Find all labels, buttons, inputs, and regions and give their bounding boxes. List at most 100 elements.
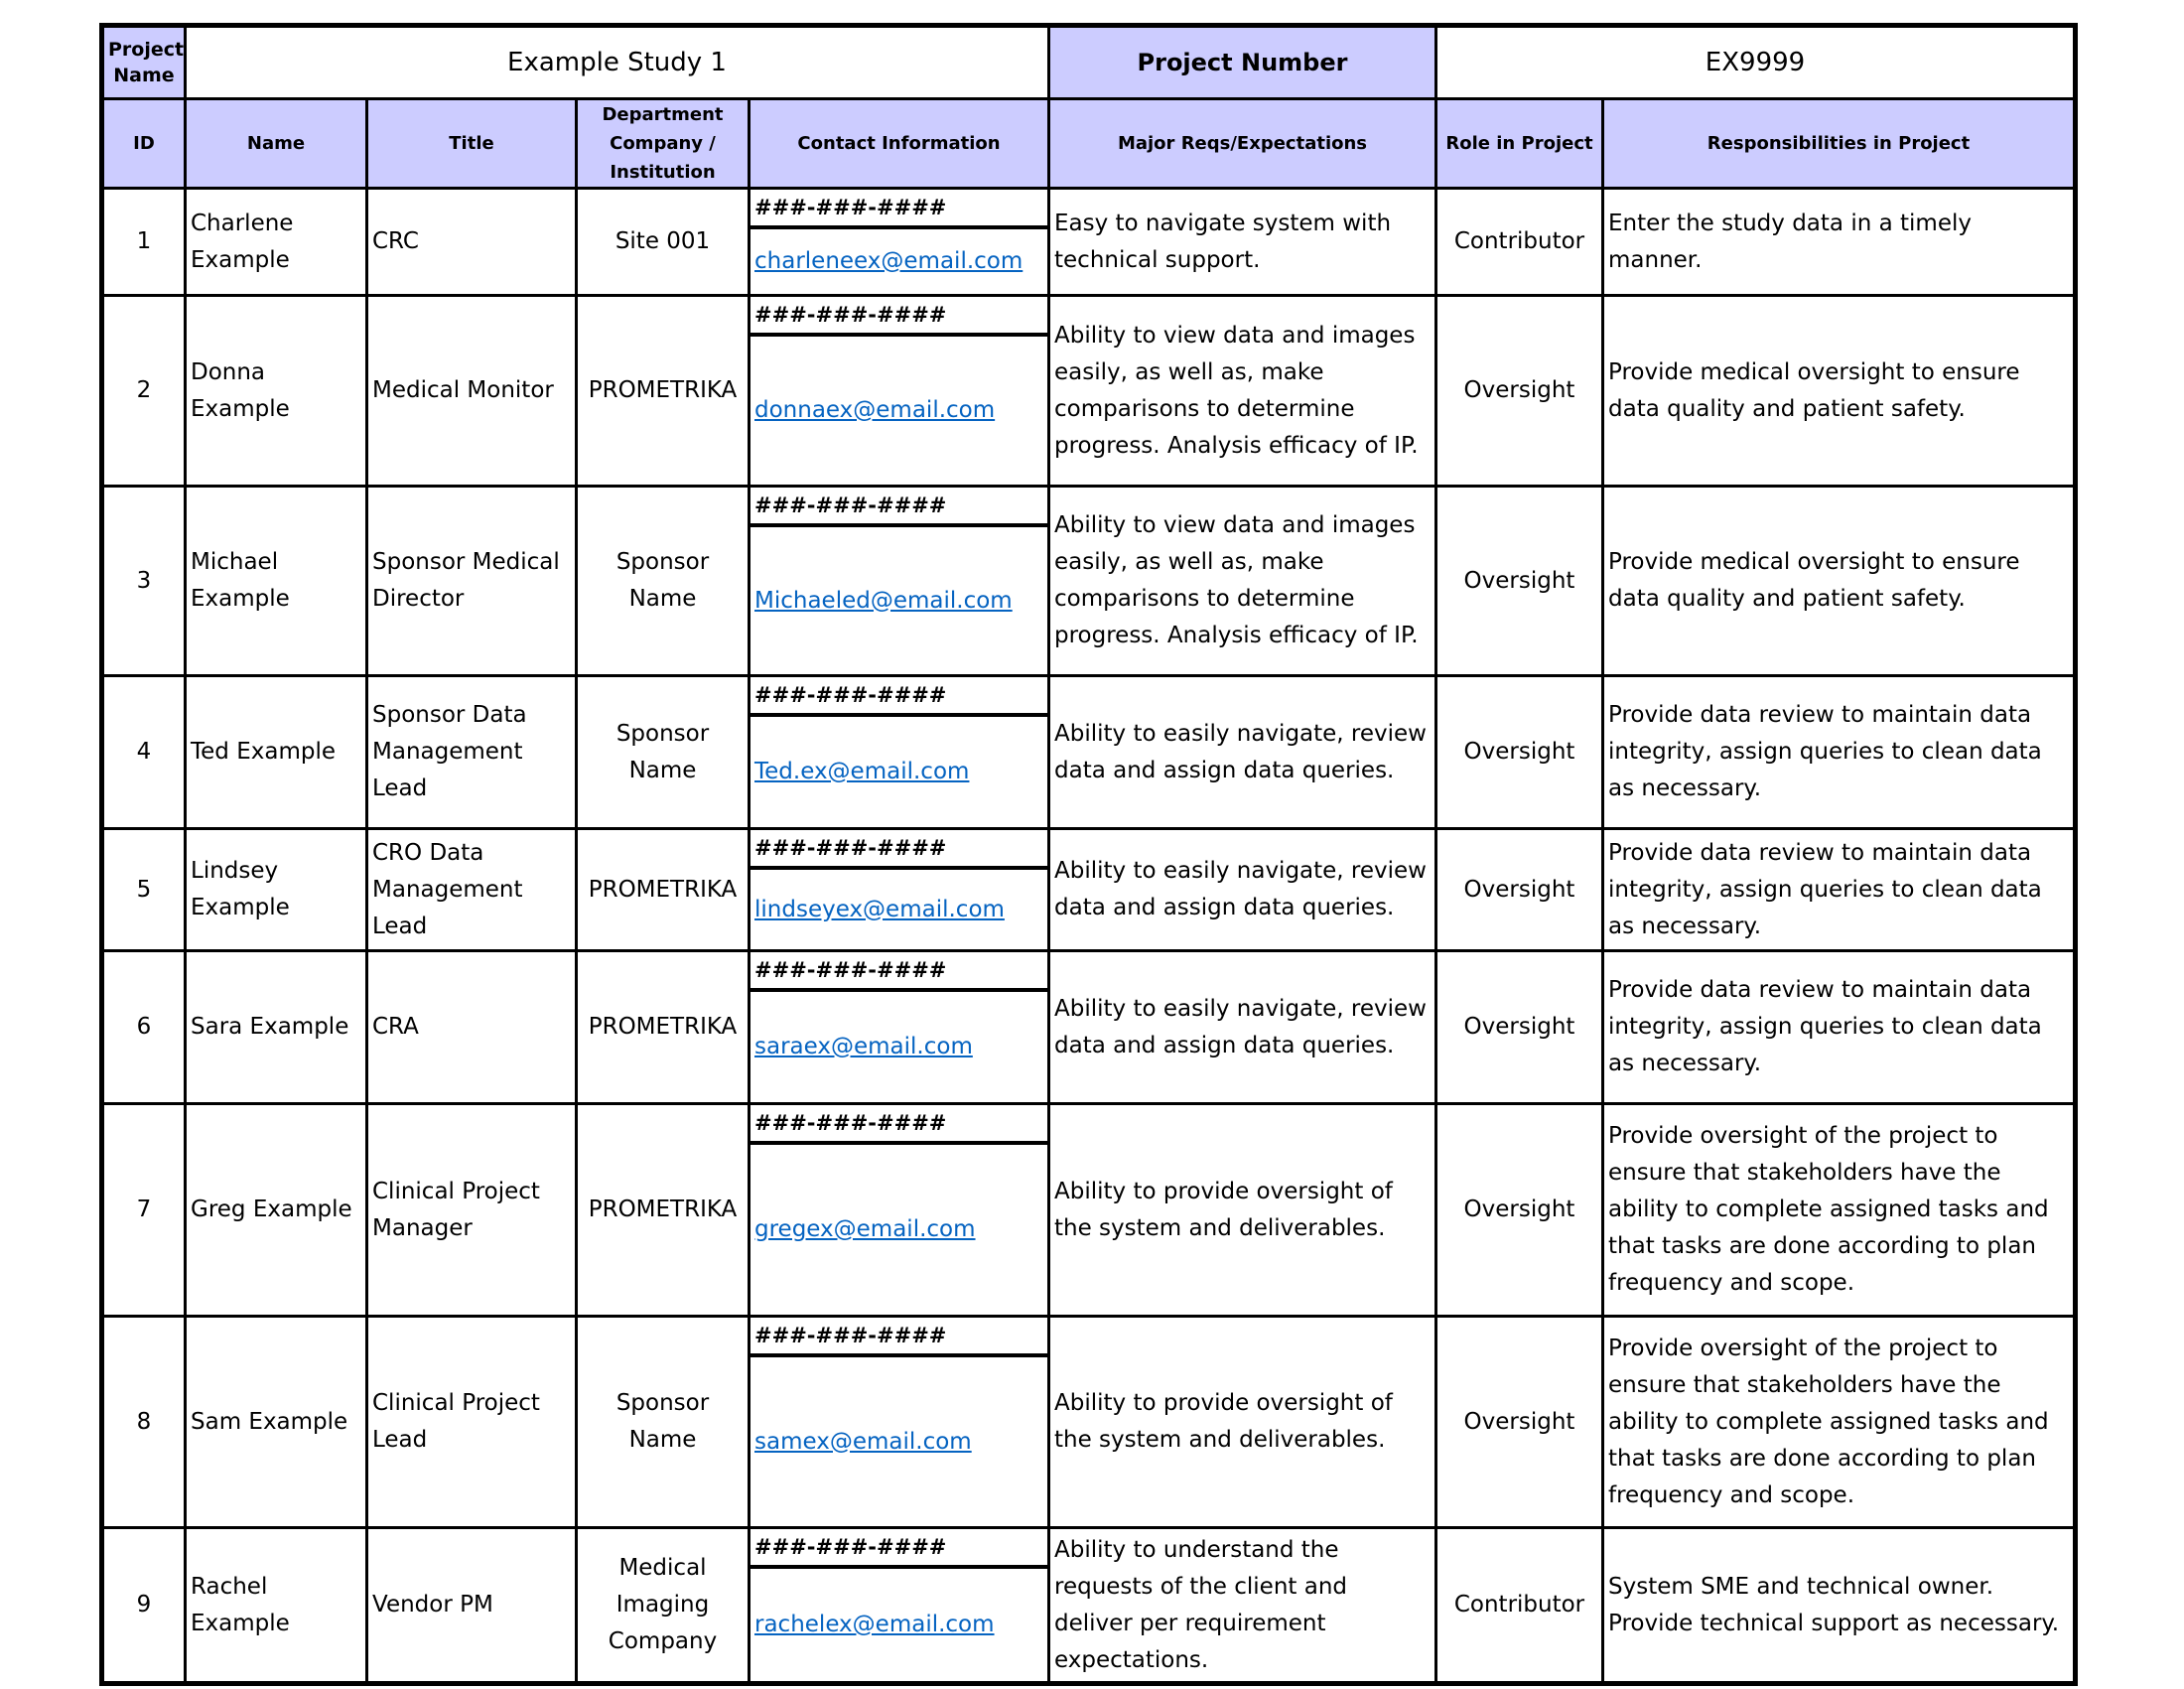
stakeholder-table: Project Name Example Study 1 Project Num… <box>99 23 2079 1686</box>
phone: ###-###-#### <box>751 1107 1046 1145</box>
name: Charlene Example <box>184 187 368 297</box>
id: 3 <box>100 485 187 677</box>
person-row: 5 Lindsey Example CRO Data Management Lead… <box>100 827 2078 952</box>
column-header: Role in Project <box>1434 97 1604 190</box>
title: CRO Data Management Lead <box>365 827 578 952</box>
name: Greg Example <box>184 1102 368 1318</box>
department: Sponsor Name <box>575 674 751 830</box>
phone: ###-###-#### <box>751 490 1046 527</box>
role: Oversight <box>1434 1315 1604 1529</box>
contact-box: ###-###-#### lindseyex@email.com <box>751 832 1046 948</box>
project-number: EX9999 <box>1433 24 2078 100</box>
title: Sponsor Data Management Lead <box>365 674 578 830</box>
person-row: 3 Michael Example Sponsor Medical Director… <box>100 485 2078 677</box>
contact-box: ###-###-#### Michaeled@email.com <box>751 490 1046 673</box>
role: Oversight <box>1434 294 1604 488</box>
column-header: Major Reqs/Expectations <box>1047 97 1437 190</box>
phone: ###-###-#### <box>751 832 1046 870</box>
contact-box: ###-###-#### donnaex@email.com <box>751 299 1046 484</box>
column-header-row: ID Name Title Department Company / Institut… <box>100 97 2078 190</box>
project-row: Project Name Example Study 1 Project Num… <box>100 24 2078 100</box>
phone: ###-###-#### <box>751 192 1046 229</box>
role: Oversight <box>1434 485 1604 677</box>
role: Contributor <box>1434 1526 1604 1685</box>
name: Donna Example <box>184 294 368 488</box>
column-header: Responsibilities in Project <box>1600 97 2078 190</box>
name: Sara Example <box>184 949 368 1105</box>
contact-information: ###-###-#### donnaex@email.com <box>748 294 1050 488</box>
phone: ###-###-#### <box>751 1320 1046 1357</box>
responsibilities: Provide data review to maintain data int… <box>1600 674 2078 830</box>
contact-information: ###-###-#### charleneex@email.com <box>748 187 1050 297</box>
requirements: Ability to provide oversight of the syst… <box>1047 1102 1437 1318</box>
phone: ###-###-#### <box>751 299 1046 337</box>
responsibilities: Enter the study data in a timely manner. <box>1600 187 2078 297</box>
column-header: Title <box>365 97 578 190</box>
contact-box: ###-###-#### rachelex@email.com <box>751 1531 1046 1681</box>
title: CRA <box>365 949 578 1105</box>
department: PROMETRIKA <box>575 827 751 952</box>
contact-information: ###-###-#### lindseyex@email.com <box>748 827 1050 952</box>
requirements: Easy to navigate system with technical s… <box>1047 187 1437 297</box>
contact-information: ###-###-#### gregex@email.com <box>748 1102 1050 1318</box>
requirements: Ability to view data and images easily, … <box>1047 485 1437 677</box>
person-row: 6 Sara Example CRA PROMETRIKA ###-###-#### sa… <box>100 949 2078 1105</box>
requirements: Ability to view data and images easily, … <box>1047 294 1437 488</box>
contact-box: ###-###-#### charleneex@email.com <box>751 192 1046 293</box>
name: Michael Example <box>184 485 368 677</box>
email[interactable]: samex@email.com <box>754 1428 972 1455</box>
person-row: 9 Rachel Example Vendor PM Medical Imaging … <box>100 1526 2078 1685</box>
contact-box: ###-###-#### gregex@email.com <box>751 1107 1046 1314</box>
contact-box: ###-###-#### Ted.ex@email.com <box>751 679 1046 826</box>
email[interactable]: rachelex@email.com <box>754 1612 995 1637</box>
project-name: Example Study 1 <box>184 24 1050 100</box>
phone: ###-###-#### <box>751 679 1046 717</box>
title: Clinical Project Manager <box>365 1102 578 1318</box>
contact-information: ###-###-#### Michaeled@email.com <box>748 485 1050 677</box>
name: Lindsey Example <box>184 827 368 952</box>
responsibilities: Provide medical oversight to ensure data… <box>1600 485 2078 677</box>
department: PROMETRIKA <box>575 1102 751 1318</box>
person-row: 8 Sam Example Clinical Project Lead Sponsor… <box>100 1315 2078 1529</box>
requirements: Ability to easily navigate, review data … <box>1047 827 1437 952</box>
email[interactable]: donnaex@email.com <box>754 397 996 423</box>
project-name-label: Project Name <box>100 24 187 100</box>
email[interactable]: gregex@email.com <box>754 1216 976 1242</box>
id: 5 <box>100 827 187 952</box>
email[interactable]: Michaeled@email.com <box>754 587 1013 614</box>
department: Medical Imaging Company <box>575 1526 751 1685</box>
title: Sponsor Medical Director <box>365 485 578 677</box>
role: Oversight <box>1434 1102 1604 1318</box>
project-number-label: Project Number <box>1047 24 1437 100</box>
id: 4 <box>100 674 187 830</box>
requirements: Ability to provide oversight of the syst… <box>1047 1315 1437 1529</box>
email[interactable]: saraex@email.com <box>754 1034 973 1059</box>
responsibilities: Provide data review to maintain data int… <box>1600 949 2078 1105</box>
department: Sponsor Name <box>575 485 751 677</box>
person-row: 4 Ted Example Sponsor Data Management Lead… <box>100 674 2078 830</box>
role: Oversight <box>1434 827 1604 952</box>
contact-information: ###-###-#### samex@email.com <box>748 1315 1050 1529</box>
title: Vendor PM <box>365 1526 578 1685</box>
column-header: ID <box>100 97 187 190</box>
email[interactable]: Ted.ex@email.com <box>754 759 970 784</box>
role: Oversight <box>1434 949 1604 1105</box>
id: 7 <box>100 1102 187 1318</box>
email[interactable]: charleneex@email.com <box>754 248 1024 274</box>
person-row: 2 Donna Example Medical Monitor PROMETRIKA #… <box>100 294 2078 488</box>
name: Ted Example <box>184 674 368 830</box>
contact-box: ###-###-#### samex@email.com <box>751 1320 1046 1525</box>
department: PROMETRIKA <box>575 294 751 488</box>
phone: ###-###-#### <box>751 1531 1046 1569</box>
department: Site 001 <box>575 187 751 297</box>
department: Sponsor Name <box>575 1315 751 1529</box>
phone: ###-###-#### <box>751 954 1046 992</box>
responsibilities: Provide oversight of the project to ensu… <box>1600 1315 2078 1529</box>
responsibilities: Provide oversight of the project to ensu… <box>1600 1102 2078 1318</box>
column-header: Contact Information <box>748 97 1050 190</box>
email[interactable]: lindseyex@email.com <box>754 896 1005 922</box>
requirements: Ability to easily navigate, review data … <box>1047 674 1437 830</box>
person-row: 7 Greg Example Clinical Project Manager PRO… <box>100 1102 2078 1318</box>
id: 9 <box>100 1526 187 1685</box>
